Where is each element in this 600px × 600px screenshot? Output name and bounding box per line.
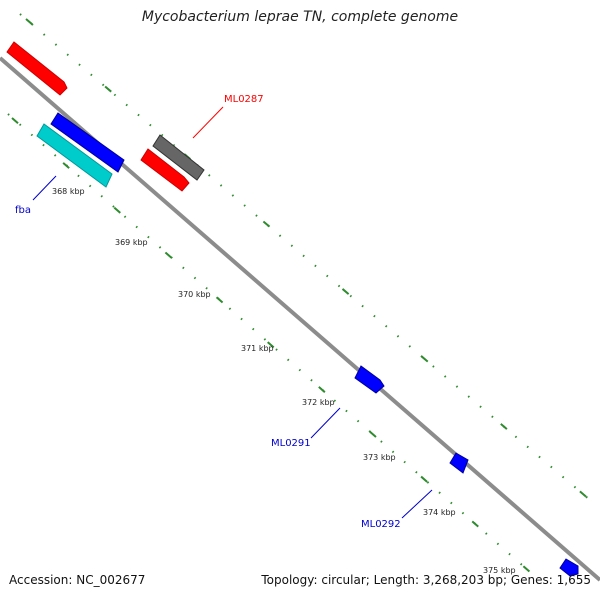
- gene-feature-red[interactable]: [6, 41, 68, 96]
- tick-label: 371 kbp: [241, 344, 274, 353]
- gene-feature-blue[interactable]: [50, 112, 125, 173]
- leader-line-ml0291: [310, 407, 341, 439]
- gene-feature-ml0287[interactable]: [152, 134, 205, 181]
- leader-line-fba: [32, 175, 57, 201]
- label-leader-lines: [32, 106, 433, 519]
- tick-label: 368 kbp: [52, 187, 85, 196]
- gene-label-ml0292[interactable]: ML0292: [361, 519, 401, 530]
- tick-label: 374 kbp: [423, 508, 456, 517]
- gene-feature-blue-bottom[interactable]: [559, 558, 579, 577]
- genome-summary-text: Topology: circular; Length: 3,268,203 bp…: [261, 573, 591, 587]
- gene-feature-ml0291[interactable]: [354, 365, 385, 394]
- tick-label: 369 kbp: [115, 238, 148, 247]
- gene-label-ml0291[interactable]: ML0291: [271, 438, 311, 449]
- outer-ring-major-ticks: [25, 18, 591, 501]
- gene-feature-ml0292[interactable]: [449, 452, 469, 474]
- gene-label-fba[interactable]: fba: [15, 205, 31, 216]
- tick-label: 373 kbp: [363, 453, 396, 462]
- tick-labels: 368 kbp 369 kbp 370 kbp 371 kbp 372 kbp …: [52, 187, 516, 575]
- gene-label-ml0287[interactable]: ML0287: [224, 94, 264, 105]
- tick-label: 375 kbp: [483, 566, 516, 575]
- leader-line-ml0292: [401, 489, 433, 519]
- gene-labels: ML0287 fba ML0291 ML0292: [15, 94, 401, 530]
- inner-dotted-ring: [7, 113, 531, 573]
- outer-ring-dots: [19, 13, 591, 501]
- accession-text: Accession: NC_002677: [9, 573, 146, 587]
- outer-dotted-ring: [19, 13, 591, 501]
- tick-label: 372 kbp: [302, 398, 335, 407]
- gene-features: [6, 41, 579, 577]
- tick-label: 370 kbp: [178, 290, 211, 299]
- map-title: Mycobacterium leprae TN, complete genome: [141, 9, 459, 25]
- leader-line-ml0287: [192, 106, 224, 139]
- gene-feature-red-small[interactable]: [140, 148, 190, 192]
- inner-ring-major-ticks: [11, 117, 531, 573]
- gene-feature-fba[interactable]: [36, 123, 113, 188]
